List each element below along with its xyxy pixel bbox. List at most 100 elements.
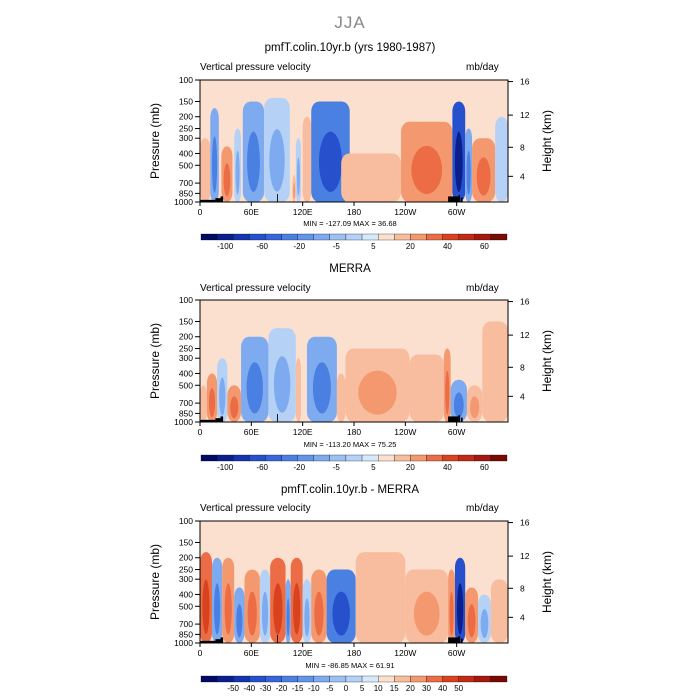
- colorbar-bin: [426, 675, 443, 683]
- field-core: [286, 598, 290, 637]
- x-tick-label: 120E: [293, 648, 313, 658]
- x-tick-label: 0: [198, 648, 203, 658]
- colorbar-bin: [426, 233, 443, 241]
- colorbar-bin: [265, 233, 282, 241]
- topography: [458, 415, 461, 422]
- y-tick-label: 100: [179, 516, 193, 526]
- field-core: [211, 136, 218, 193]
- topography: [220, 637, 224, 643]
- topography: [277, 635, 278, 643]
- topography: [200, 199, 216, 202]
- colorbar-bin: [281, 233, 298, 241]
- colorbar-bin: [329, 454, 347, 462]
- y2-tick-label: 12: [520, 551, 530, 561]
- colorbar-bin: [216, 675, 234, 683]
- x-tick-label: 0: [198, 207, 203, 217]
- colorbar-bin: [345, 675, 363, 683]
- colorbar-label: -5: [333, 463, 341, 472]
- x-tick-label: 60W: [448, 207, 465, 217]
- field-core: [261, 591, 269, 636]
- colorbar-bin: [216, 454, 234, 462]
- colorbar-label: 20: [406, 242, 415, 251]
- y-tick-label: 300: [179, 353, 193, 363]
- field-core: [293, 183, 296, 200]
- field-core: [296, 157, 300, 196]
- topography: [458, 195, 461, 202]
- field-core: [247, 131, 260, 192]
- x-tick-label: 60W: [448, 427, 465, 437]
- y2-tick-label: 8: [520, 583, 525, 593]
- colorbar-bin: [233, 233, 250, 241]
- min-max-text: MIN = -127.09 MAX = 36.68: [303, 219, 397, 228]
- topography: [277, 414, 278, 422]
- y2-tick-label: 16: [520, 518, 530, 528]
- y-tick-label: 300: [179, 574, 193, 584]
- colorbar-label: 15: [390, 684, 399, 693]
- colorbar-label: -30: [260, 684, 272, 693]
- y2-tick-label: 8: [520, 142, 525, 152]
- field-core: [497, 142, 506, 194]
- panel-right-label: mb/day: [466, 283, 499, 294]
- x-tick-label: 60E: [244, 207, 259, 217]
- colorbar-bin: [474, 233, 492, 241]
- y-tick-label: 700: [179, 178, 193, 188]
- x-tick-label: 180: [347, 207, 361, 217]
- y-tick-label: 500: [179, 380, 193, 390]
- y-tick-label: 150: [179, 316, 193, 326]
- colorbar-label: 20: [406, 463, 415, 472]
- x-tick-label: 120W: [394, 648, 416, 658]
- colorbar-bin: [233, 454, 250, 462]
- colorbar-bin: [490, 233, 508, 241]
- colorbar-bin: [281, 675, 298, 683]
- y2-axis-title: Height (km): [540, 330, 554, 392]
- colorbar-bin: [474, 675, 492, 683]
- topography: [277, 194, 278, 202]
- colorbar-label: -15: [292, 684, 304, 693]
- field-core: [318, 131, 343, 192]
- y-tick-label: 100: [179, 295, 193, 305]
- x-tick-label: 60E: [244, 648, 259, 658]
- colorbar-bin: [361, 675, 379, 683]
- x-tick-label: 180: [347, 648, 361, 658]
- field-core: [304, 598, 310, 637]
- field-core: [416, 374, 437, 416]
- field-core: [466, 150, 471, 195]
- y-tick-label: 200: [179, 112, 193, 122]
- field-core: [236, 604, 243, 638]
- field-core: [230, 396, 239, 419]
- y2-axis-title: Height (km): [540, 551, 554, 613]
- colorbar-bin: [458, 675, 475, 683]
- field-area: [200, 80, 508, 202]
- topography: [215, 639, 221, 643]
- y-tick-label: 1000: [174, 638, 193, 648]
- colorbar-label: 0: [344, 684, 349, 693]
- y-tick-label: 850: [179, 408, 193, 418]
- colorbar-label: -100: [217, 463, 234, 472]
- colorbar-label: -5: [333, 242, 341, 251]
- topography: [215, 198, 221, 202]
- field-core: [235, 150, 240, 195]
- colorbar-bin: [345, 454, 363, 462]
- colorbar-label: 5: [371, 463, 376, 472]
- colorbar-label: -50: [227, 684, 239, 693]
- colorbar-bin: [200, 454, 218, 462]
- colorbar-label: -60: [256, 463, 268, 472]
- field-core: [296, 377, 300, 416]
- colorbar-label: 5: [360, 684, 365, 693]
- y-tick-label: 150: [179, 537, 193, 547]
- y-tick-label: 1000: [174, 417, 193, 427]
- colorbar-bin: [490, 454, 508, 462]
- field-core: [454, 131, 463, 192]
- field-core: [467, 604, 476, 638]
- y-tick-label: 1000: [174, 197, 193, 207]
- field-core: [214, 583, 221, 635]
- y-tick-label: 700: [179, 398, 193, 408]
- topography: [200, 640, 216, 643]
- topography: [460, 638, 463, 643]
- colorbar-label: -10: [308, 684, 320, 693]
- colorbar-label: 60: [480, 242, 489, 251]
- field-core: [453, 392, 464, 418]
